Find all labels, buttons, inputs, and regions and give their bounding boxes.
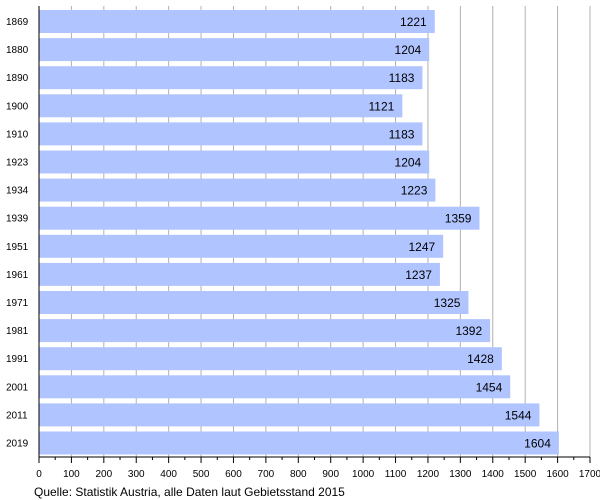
bar-1971: [39, 291, 469, 314]
bar-1934: [39, 178, 436, 202]
category-label: 1890: [6, 73, 29, 84]
source-note: Quelle: Statistik Austria, alle Daten la…: [34, 485, 345, 499]
value-label: 1221: [400, 15, 427, 29]
x-tick-label: 1400: [482, 469, 505, 480]
x-tick-label: 1200: [417, 469, 440, 480]
category-label: 2001: [6, 382, 29, 393]
category-label: 2011: [6, 410, 28, 421]
x-tick-label: 200: [95, 469, 112, 480]
category-label: 1900: [6, 101, 29, 112]
value-label: 1454: [476, 380, 503, 394]
value-label: 1204: [395, 156, 422, 170]
bar-2011: [39, 403, 540, 427]
bar-1910: [39, 122, 423, 146]
x-tick-label: 800: [290, 469, 307, 480]
category-label: 1971: [6, 298, 29, 309]
x-tick-label: 500: [193, 469, 210, 480]
bar-1890: [39, 66, 423, 90]
category-label: 1961: [6, 270, 29, 281]
category-label: 1910: [6, 129, 29, 140]
value-label: 1325: [434, 296, 461, 310]
value-label: 1237: [405, 268, 432, 282]
x-tick-label: 600: [225, 469, 242, 480]
value-label: 1223: [401, 184, 428, 198]
x-tick-label: 1600: [546, 469, 569, 480]
value-label: 1204: [395, 43, 422, 57]
value-label: 1544: [505, 408, 532, 422]
x-tick-label: 400: [160, 469, 177, 480]
value-label: 1359: [445, 212, 472, 226]
x-tick-label: 900: [322, 469, 339, 480]
bar-1869: [39, 10, 435, 33]
value-label: 1183: [389, 127, 415, 141]
bar-1961: [39, 262, 440, 286]
category-label: 1939: [6, 214, 29, 225]
value-label: 1604: [524, 437, 551, 451]
bar-1951: [39, 234, 444, 258]
x-tick-label: 1500: [514, 469, 537, 480]
x-tick-label: 100: [63, 469, 80, 480]
bar-2019: [39, 431, 559, 455]
category-label: 1880: [6, 45, 29, 56]
category-label: 1991: [6, 354, 29, 365]
x-tick-label: 700: [258, 469, 275, 480]
x-tick-label: 300: [128, 469, 145, 480]
x-tick-label: 1100: [385, 469, 407, 480]
bar-2001: [39, 375, 511, 399]
bar-1991: [39, 347, 502, 371]
category-label: 1934: [6, 186, 29, 197]
x-tick-label: 0: [36, 469, 42, 480]
x-tick-label: 1000: [352, 469, 375, 480]
x-tick-label: 1700: [579, 469, 600, 480]
x-tick-label: 1300: [449, 469, 472, 480]
bar-1900: [39, 94, 403, 118]
bar-1923: [39, 150, 430, 174]
value-label: 1428: [467, 352, 494, 366]
bar-1880: [39, 38, 430, 62]
value-label: 1183: [389, 71, 415, 85]
category-label: 1923: [6, 158, 29, 169]
bar-1939: [39, 206, 480, 230]
value-label: 1121: [369, 99, 395, 113]
value-label: 1392: [455, 324, 482, 338]
value-label: 1247: [408, 240, 435, 254]
bar-1981: [39, 319, 491, 343]
category-label: 1869: [6, 17, 29, 28]
category-label: 1951: [6, 242, 29, 253]
category-label: 2019: [6, 439, 29, 450]
category-label: 1981: [6, 326, 29, 337]
